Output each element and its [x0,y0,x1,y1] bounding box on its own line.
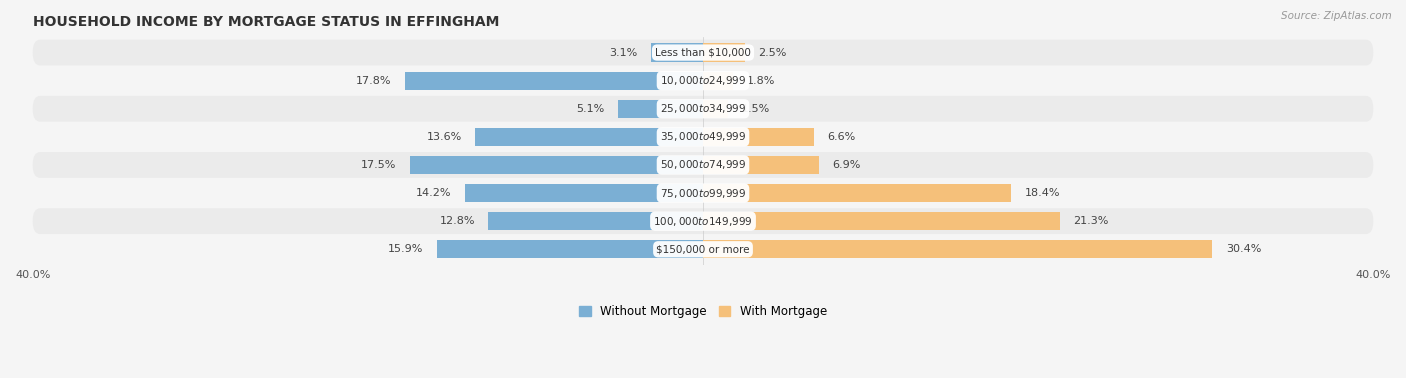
Legend: Without Mortgage, With Mortgage: Without Mortgage, With Mortgage [574,300,832,322]
Text: 13.6%: 13.6% [426,132,461,142]
Text: Less than $10,000: Less than $10,000 [655,48,751,57]
Bar [409,156,703,174]
Text: 1.8%: 1.8% [747,76,775,86]
FancyBboxPatch shape [32,152,1374,178]
Bar [703,43,745,62]
Text: HOUSEHOLD INCOME BY MORTGAGE STATUS IN EFFINGHAM: HOUSEHOLD INCOME BY MORTGAGE STATUS IN E… [32,15,499,29]
Bar [703,240,1212,259]
Text: 17.5%: 17.5% [361,160,396,170]
Text: $75,000 to $99,999: $75,000 to $99,999 [659,187,747,200]
Text: $50,000 to $74,999: $50,000 to $74,999 [659,158,747,172]
Text: 14.2%: 14.2% [416,188,451,198]
Bar [703,184,1011,202]
Bar [703,100,728,118]
FancyBboxPatch shape [32,180,1374,206]
Text: $150,000 or more: $150,000 or more [657,244,749,254]
Text: $25,000 to $34,999: $25,000 to $34,999 [659,102,747,115]
Bar [488,212,703,230]
Text: $10,000 to $24,999: $10,000 to $24,999 [659,74,747,87]
Text: 5.1%: 5.1% [576,104,605,114]
Text: 12.8%: 12.8% [440,216,475,226]
Bar [651,43,703,62]
Text: 2.5%: 2.5% [758,48,787,57]
Text: 18.4%: 18.4% [1025,188,1060,198]
Text: $35,000 to $49,999: $35,000 to $49,999 [659,130,747,143]
Text: 6.6%: 6.6% [827,132,855,142]
Bar [703,212,1060,230]
Bar [617,100,703,118]
FancyBboxPatch shape [32,96,1374,122]
Bar [703,156,818,174]
FancyBboxPatch shape [32,40,1374,65]
Bar [436,240,703,259]
Text: 3.1%: 3.1% [609,48,638,57]
Text: 17.8%: 17.8% [356,76,391,86]
Bar [703,128,814,146]
FancyBboxPatch shape [32,68,1374,94]
FancyBboxPatch shape [32,208,1374,234]
Text: 21.3%: 21.3% [1073,216,1109,226]
FancyBboxPatch shape [32,124,1374,150]
Bar [703,71,733,90]
Text: $100,000 to $149,999: $100,000 to $149,999 [654,215,752,228]
Text: 6.9%: 6.9% [832,160,860,170]
Text: Source: ZipAtlas.com: Source: ZipAtlas.com [1281,11,1392,21]
Text: 15.9%: 15.9% [388,244,423,254]
FancyBboxPatch shape [32,236,1374,262]
Text: 1.5%: 1.5% [741,104,770,114]
Text: 30.4%: 30.4% [1226,244,1261,254]
Bar [475,128,703,146]
Bar [405,71,703,90]
Bar [465,184,703,202]
